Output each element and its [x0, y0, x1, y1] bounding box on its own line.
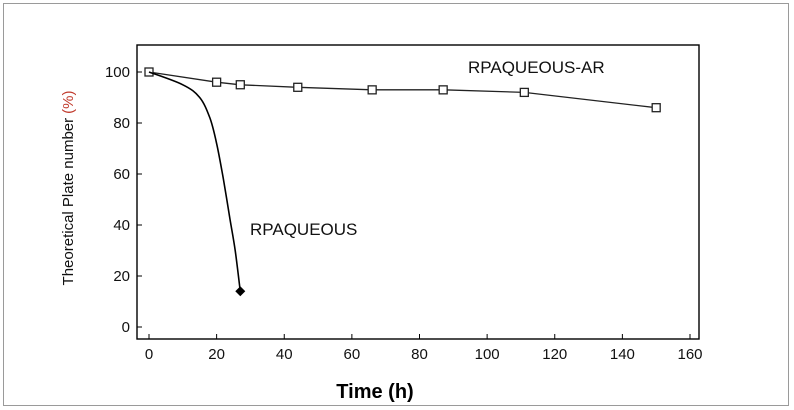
y-axis-title: Theoretical Plate number (%)	[60, 91, 77, 286]
data-point-rpaqueous-ar	[293, 82, 303, 92]
x-tick-label: 120	[542, 346, 567, 363]
series-label-rpaqueous: RPAQUEOUS	[250, 220, 357, 239]
y-tick-label: 20	[113, 268, 130, 285]
data-point-rpaqueous-ar	[651, 103, 661, 113]
plot-area-border	[136, 44, 700, 340]
series-line-rpaqueous-ar	[148, 71, 657, 109]
data-point-rpaqueous-ar	[438, 85, 448, 95]
x-tick-label: 0	[145, 346, 153, 363]
series-layer	[144, 67, 661, 297]
data-point-rpaqueous-ar	[367, 85, 377, 95]
x-ticks: 0 20 40 60 80 100 120 140 160	[145, 334, 703, 363]
axes	[136, 44, 700, 340]
x-tick-label: 80	[411, 346, 428, 363]
data-point-rpaqueous-ar	[211, 77, 222, 87]
series-label-rpaqueous-ar: RPAQUEOUS-AR	[468, 58, 605, 77]
y-tick-label: 100	[105, 64, 130, 81]
y-tick-label: 80	[113, 115, 130, 132]
y-tick-label: 40	[113, 217, 130, 234]
data-point-rpaqueous-ar	[519, 87, 529, 98]
y-tick-label: 0	[122, 319, 130, 336]
data-point-rpaqueous	[235, 286, 246, 297]
y-axis-title-text: Theoretical Plate number	[60, 118, 77, 286]
series-line-rpaqueous	[148, 71, 242, 292]
x-tick-label: 60	[344, 346, 361, 363]
data-point-rpaqueous-ar	[235, 80, 245, 90]
x-tick-label: 140	[610, 346, 635, 363]
y-ticks: 0 20 40 60 80 100	[105, 64, 142, 336]
x-tick-label: 100	[475, 346, 500, 363]
y-tick-label: 60	[113, 166, 130, 183]
x-tick-label: 40	[276, 346, 293, 363]
x-tick-label: 160	[677, 346, 702, 363]
y-axis-unit: (%)	[60, 91, 77, 114]
x-tick-label: 20	[208, 346, 225, 363]
x-axis-title: Time (h)	[336, 381, 413, 403]
